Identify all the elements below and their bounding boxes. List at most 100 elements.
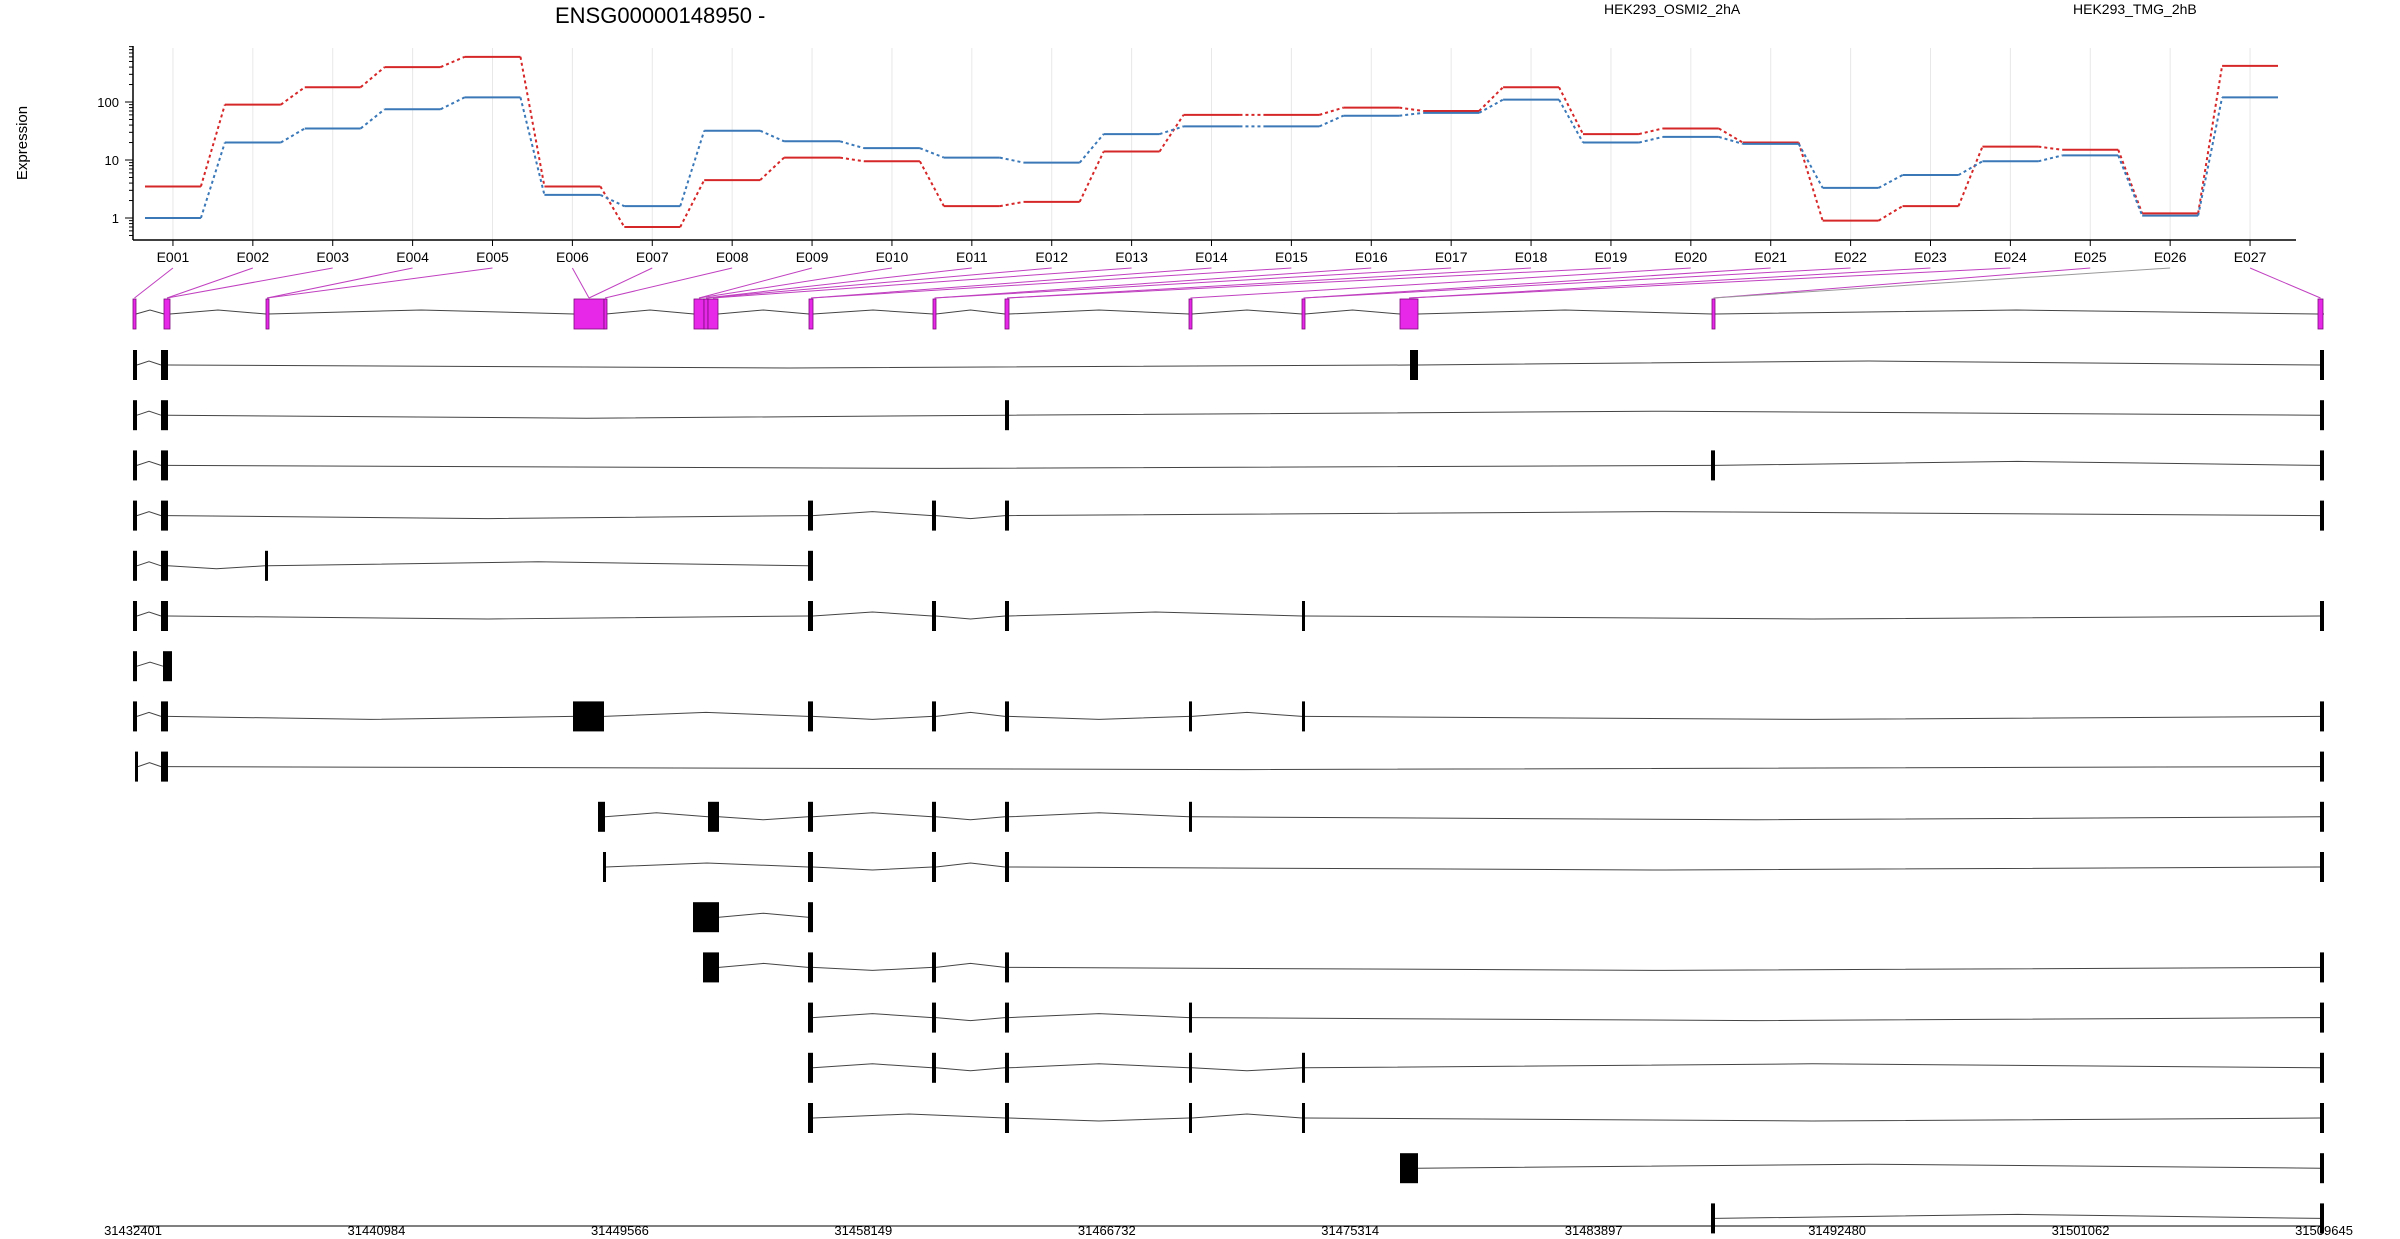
series-transition bbox=[679, 179, 706, 228]
exon-block bbox=[573, 701, 604, 732]
exon-label: E020 bbox=[1674, 249, 1707, 265]
exon-block bbox=[932, 601, 936, 631]
intron-line bbox=[812, 1013, 933, 1019]
intron-line bbox=[1008, 1063, 1190, 1069]
legend-series-2: HEK293_TMG_2hB bbox=[2073, 1, 2197, 17]
exon-bin bbox=[1004, 298, 1010, 330]
exon-block bbox=[161, 400, 168, 431]
series-transition bbox=[839, 156, 865, 163]
intron-line bbox=[1191, 1017, 2321, 1022]
exon-label: E006 bbox=[556, 249, 589, 265]
series-transition bbox=[919, 147, 945, 159]
intron-line bbox=[1304, 615, 2321, 620]
exon-block bbox=[2320, 701, 2324, 732]
series-transition bbox=[1797, 143, 1824, 189]
series-transition bbox=[1078, 133, 1105, 164]
exon-block bbox=[1189, 801, 1192, 832]
intron-line bbox=[812, 511, 933, 517]
intron-line bbox=[935, 862, 1006, 868]
exon-connector bbox=[1408, 267, 2011, 299]
exon-block bbox=[133, 350, 137, 380]
intron-line bbox=[1008, 611, 1303, 617]
exon-block bbox=[2320, 1103, 2324, 1133]
series-transition bbox=[199, 104, 226, 187]
exon-block bbox=[1189, 701, 1192, 732]
exon-bin bbox=[132, 298, 137, 330]
exon-connector bbox=[1713, 267, 2171, 299]
exon-connector bbox=[934, 267, 1372, 299]
exon-label: E024 bbox=[1994, 249, 2027, 265]
series-transition bbox=[839, 140, 865, 150]
transcript-track bbox=[808, 1052, 2324, 1083]
exon-bin bbox=[603, 298, 608, 330]
exon-block bbox=[1005, 1052, 1009, 1083]
exon-block bbox=[1302, 1052, 1305, 1083]
exon-connector bbox=[1303, 267, 1771, 299]
exon-bin bbox=[2317, 298, 2324, 330]
intron-line bbox=[935, 816, 1006, 821]
series-transition bbox=[1078, 151, 1105, 203]
coordinate-label: 31475314 bbox=[1321, 1223, 1379, 1238]
chart-title: ENSG00000148950 - bbox=[555, 3, 765, 28]
y-tick-label: 10 bbox=[105, 153, 119, 168]
series-transition bbox=[519, 56, 546, 187]
exon-block bbox=[1005, 400, 1009, 431]
exon-block bbox=[808, 1103, 813, 1133]
exon-label: E011 bbox=[956, 249, 988, 265]
exon-bin bbox=[932, 298, 937, 330]
exon-block bbox=[161, 500, 168, 531]
exon-label: E022 bbox=[1834, 249, 1867, 265]
intron-line bbox=[812, 611, 933, 617]
exon-block bbox=[1005, 500, 1009, 531]
series-transition bbox=[1558, 99, 1584, 144]
exon-block bbox=[133, 550, 137, 581]
exon-connector bbox=[1006, 267, 1532, 299]
exon-block bbox=[932, 500, 936, 531]
exon-bin bbox=[1711, 298, 1716, 330]
series-transition bbox=[1159, 125, 1184, 136]
exon-bin bbox=[1301, 298, 1306, 330]
exon-block bbox=[2320, 601, 2324, 631]
exon-block bbox=[808, 801, 813, 832]
series-transition bbox=[519, 97, 546, 196]
intron-line bbox=[812, 866, 933, 871]
series-transition bbox=[759, 129, 785, 143]
intron-line bbox=[1191, 816, 2321, 821]
intron-line bbox=[1008, 1013, 1190, 1019]
exon-bin bbox=[163, 298, 171, 330]
series-transition bbox=[599, 185, 626, 228]
exon-connector bbox=[698, 267, 893, 299]
exon-block bbox=[161, 550, 168, 581]
exon-bin bbox=[573, 298, 605, 330]
exon-block bbox=[598, 801, 605, 832]
intron-line bbox=[1008, 511, 2321, 517]
exon-label: E001 bbox=[157, 249, 190, 265]
intron-line bbox=[136, 611, 162, 617]
exon-connector bbox=[810, 267, 1212, 299]
exon-block bbox=[2320, 500, 2324, 531]
series-transition bbox=[1319, 106, 1344, 116]
exon-block bbox=[603, 852, 606, 882]
exon-label: E025 bbox=[2074, 249, 2107, 265]
exon-block bbox=[808, 852, 813, 882]
exon-connector bbox=[1408, 267, 1931, 299]
intron-line bbox=[167, 715, 574, 720]
intron-line bbox=[167, 565, 266, 570]
exon-connector bbox=[1303, 267, 1851, 299]
exon-block bbox=[808, 1052, 813, 1083]
exon-block bbox=[808, 701, 813, 732]
exon-block bbox=[932, 1002, 936, 1033]
intron-line bbox=[136, 511, 162, 517]
exon-label: E027 bbox=[2234, 249, 2267, 265]
exon-connector bbox=[604, 267, 733, 299]
intron-line bbox=[1191, 1113, 1303, 1119]
series-transition bbox=[2038, 154, 2063, 163]
series-transition bbox=[1478, 86, 1504, 112]
y-axis-label: Expression bbox=[14, 106, 31, 180]
intron-line bbox=[1191, 1067, 1303, 1072]
exon-block bbox=[133, 500, 137, 531]
intron-line bbox=[1008, 866, 2321, 871]
exon-block bbox=[161, 450, 168, 481]
exon-block bbox=[808, 500, 813, 531]
intron-line bbox=[935, 962, 1006, 968]
